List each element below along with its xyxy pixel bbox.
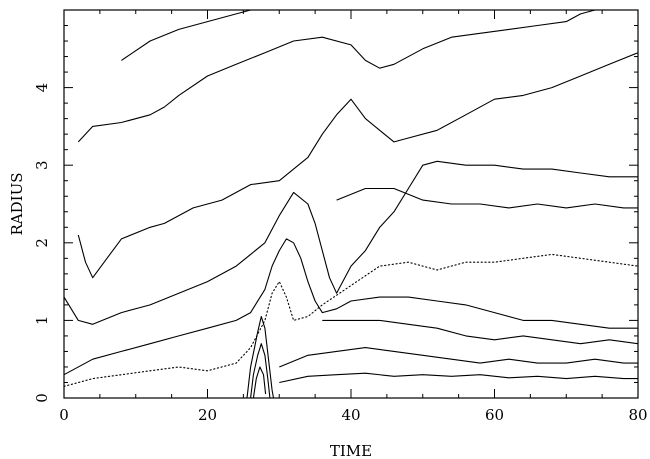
- x-tick-label: 40: [341, 406, 360, 424]
- x-tick-label: 0: [59, 406, 69, 424]
- contour-line-9: [279, 372, 638, 384]
- y-ticks: 0 1 2 3 4: [33, 25, 638, 403]
- x-tick-label: 60: [485, 406, 504, 424]
- y-tick-label: 4: [33, 83, 51, 93]
- contour-line-10: [246, 315, 275, 399]
- contour-line-11: [250, 343, 271, 399]
- contour-line-6: [336, 187, 638, 209]
- y-tick-label: 3: [33, 160, 51, 170]
- contour-line-1: [63, 238, 638, 376]
- contour-line-8: [279, 347, 638, 368]
- contour-line-3: [77, 52, 639, 279]
- contour-line-12: [252, 366, 267, 399]
- x-axis-title: TIME: [330, 442, 372, 459]
- contour-line-5: [121, 9, 251, 61]
- contour-line-4: [77, 9, 596, 143]
- y-axis-title: RADIUS: [8, 173, 26, 236]
- contour-line-7: [322, 319, 639, 345]
- y-tick-label: 1: [33, 316, 51, 326]
- x-tick-label: 20: [198, 406, 217, 424]
- y-tick-label: 2: [33, 238, 51, 248]
- x-tick-label: 80: [628, 406, 647, 424]
- contour-line-2: [63, 160, 638, 325]
- contour-lines: [63, 9, 639, 399]
- contour-line-13: [63, 253, 639, 387]
- x-ticks: 0 20 40 60 80: [59, 10, 648, 424]
- y-tick-label: 0: [33, 393, 51, 403]
